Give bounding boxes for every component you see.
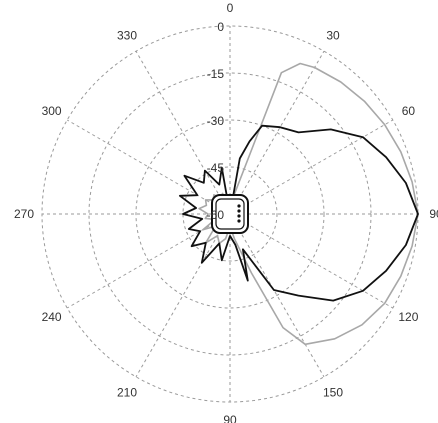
grid-circle (135, 119, 325, 309)
grid-spoke (229, 213, 394, 309)
radial-tick-label: -30 (207, 114, 225, 128)
angle-tick-label: 300 (42, 104, 62, 118)
angle-tick-label: 30 (326, 29, 340, 43)
angle-tick-label: 60 (402, 104, 416, 118)
device-dot (237, 219, 241, 223)
angle-tick-label: 240 (42, 310, 62, 324)
angle-tick-label: 90 (223, 413, 237, 423)
angular-grid (42, 26, 418, 402)
radial-tick-label: -60 (207, 208, 225, 222)
angle-tick-label: 90 (429, 207, 438, 221)
grid-spoke (66, 119, 231, 215)
angle-tick-label: 120 (398, 310, 418, 324)
radial-tick-label: -45 (207, 161, 225, 175)
angle-tick-label: 210 (117, 385, 137, 399)
angle-tick-labels: 0 30 60 90 120 150 90 210 240 270 300 330 (14, 1, 438, 423)
grid-circle (182, 166, 278, 262)
series-layer (179, 62, 419, 346)
device-dot (237, 214, 241, 218)
radial-tick-label: 0 (217, 20, 224, 34)
device-inner (215, 198, 245, 230)
grid-spoke (229, 213, 325, 378)
angle-tick-label: 0 (227, 1, 234, 15)
radial-tick-label: -15 (207, 67, 225, 81)
radial-tick-labels: 0 -15 -30 -45 -60 (207, 20, 225, 222)
series-line-1 (198, 62, 419, 346)
grid-spoke (135, 50, 231, 215)
series-line-2 (179, 124, 419, 302)
device-icon (211, 194, 249, 234)
angle-tick-label: 270 (14, 207, 34, 221)
angle-tick-label: 330 (117, 29, 137, 43)
device-dot (237, 209, 241, 213)
angle-tick-label: 150 (323, 385, 343, 399)
device-dot (237, 204, 241, 208)
grid-spoke (135, 213, 231, 378)
grid-spoke (229, 50, 325, 215)
grid-spoke (229, 119, 394, 215)
